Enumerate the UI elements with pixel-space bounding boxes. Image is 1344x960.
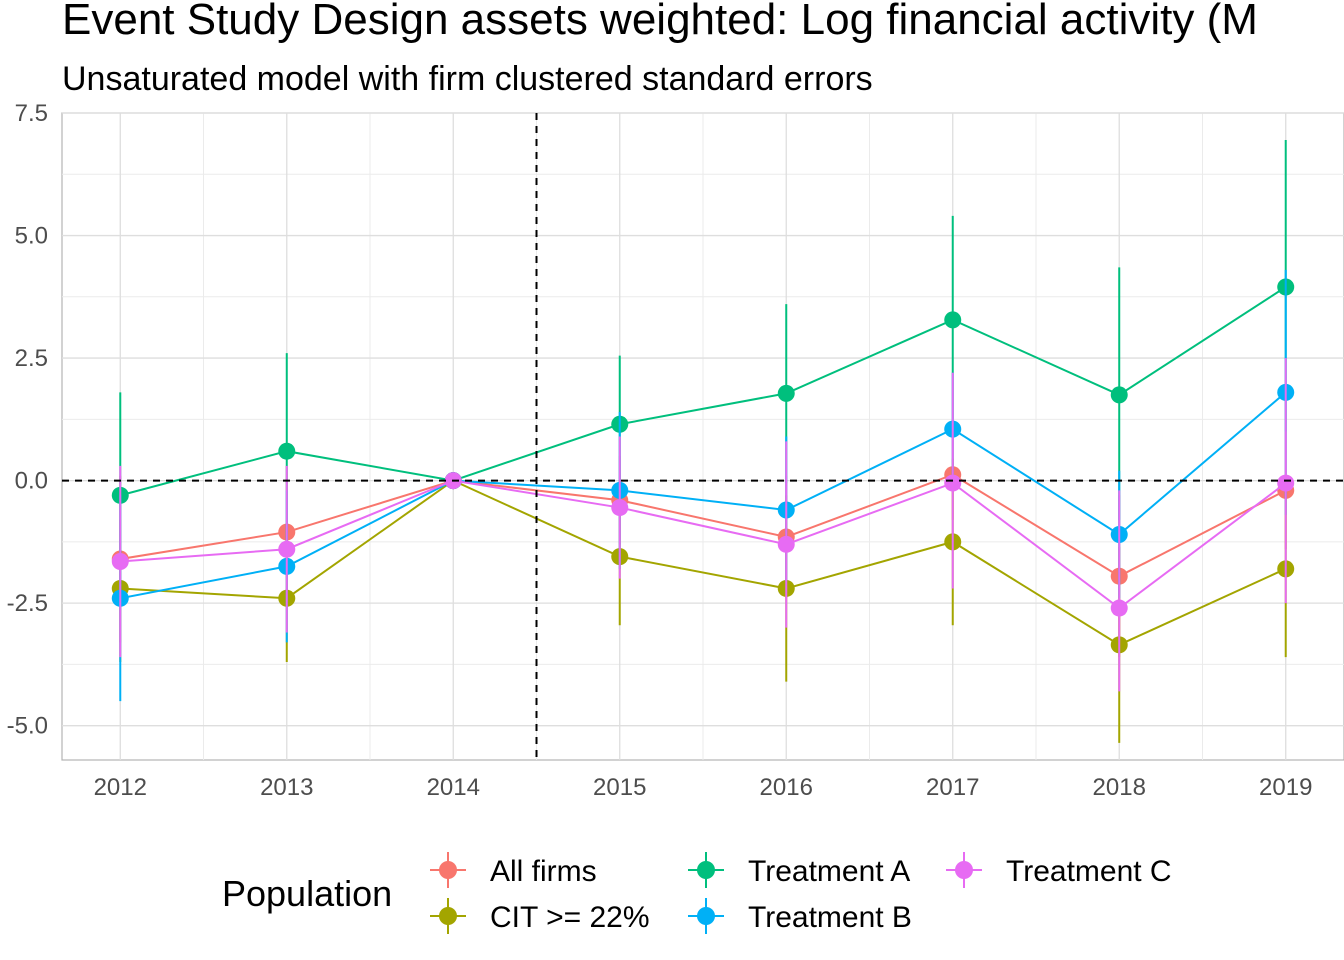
- legend-key-point: [955, 861, 973, 879]
- y-tick-label: 5.0: [15, 223, 48, 250]
- legend: Population All firms CIT >= 22% Treatment …: [222, 852, 1172, 934]
- legend-key: [688, 898, 724, 934]
- data-point: [777, 535, 795, 553]
- legend-key: [430, 898, 466, 934]
- data-point: [944, 474, 962, 492]
- legend-label: Treatment B: [748, 901, 912, 934]
- legend-key-point: [697, 861, 715, 879]
- legend-label: Treatment A: [748, 855, 910, 888]
- data-point: [611, 499, 629, 517]
- series-line: [120, 391, 1287, 600]
- x-tick-label: 2015: [593, 774, 646, 801]
- x-tick-label: 2013: [260, 774, 313, 801]
- legend-label: Treatment C: [1006, 855, 1172, 888]
- x-tick-label: 2012: [94, 774, 147, 801]
- plot-area: 7.5 5.0 2.5 0.0 -2.5 -5.0 2012 2013 2014 2015 2016…: [7, 100, 1344, 801]
- series-line: [120, 479, 1287, 610]
- y-tick-label: 7.5: [15, 100, 48, 127]
- data-point: [278, 540, 296, 558]
- data-point: [944, 311, 962, 329]
- x-tick-label: 2019: [1259, 774, 1312, 801]
- legend-label: CIT >= 22%: [490, 901, 650, 934]
- x-tick-label: 2018: [1093, 774, 1146, 801]
- data-point: [111, 552, 129, 570]
- chart-title: Event Study Design assets weighted: Log …: [62, 0, 1258, 44]
- series-line: [120, 479, 1287, 646]
- x-tick-label: 2014: [427, 774, 480, 801]
- x-tick-label: 2017: [926, 774, 979, 801]
- data-point: [1277, 474, 1295, 492]
- y-tick-label: 0.0: [15, 468, 48, 495]
- data-point: [278, 442, 296, 460]
- legend-key-point: [439, 861, 457, 879]
- data-point: [1110, 599, 1128, 617]
- legend-key-point: [697, 907, 715, 925]
- legend-key-point: [439, 907, 457, 925]
- legend-label: All firms: [490, 855, 597, 888]
- data-point: [777, 384, 795, 402]
- legend-key: [946, 852, 982, 888]
- series-line: [120, 473, 1287, 578]
- y-tick-label: -5.0: [7, 713, 48, 740]
- legend-key: [430, 852, 466, 888]
- y-tick-label: 2.5: [15, 345, 48, 372]
- legend-title: Population: [222, 873, 392, 914]
- x-tick-label: 2016: [760, 774, 813, 801]
- series-line: [120, 286, 1287, 497]
- y-tick-label: -2.5: [7, 590, 48, 617]
- series-treatment-c: [111, 358, 1295, 692]
- data-point: [1110, 386, 1128, 404]
- legend-key: [688, 852, 724, 888]
- chart-subtitle: Unsaturated model with firm clustered st…: [62, 60, 873, 98]
